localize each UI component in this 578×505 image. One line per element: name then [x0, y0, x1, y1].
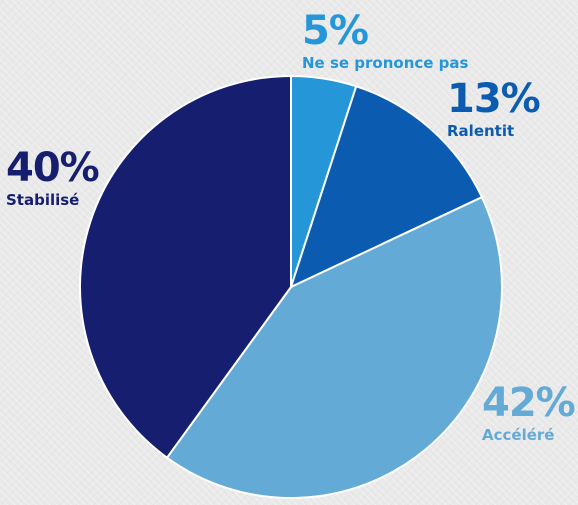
slice-percent-stabilise: 40%: [6, 145, 100, 191]
slice-percent-accelere: 42%: [482, 380, 576, 426]
slice-name-ralentit: Ralentit: [447, 122, 515, 140]
slice-name-stabilise: Stabilisé: [6, 191, 80, 209]
slice-label-ralentit: 13% Ralentit: [447, 76, 541, 140]
slice-name-accelere: Accéléré: [482, 426, 555, 444]
pie-slice-accelere: [165, 196, 503, 499]
slice-label-ne-se-prononce-pas: 5% Ne se prononce pas: [302, 11, 468, 72]
pie-slice-ralentit: [290, 85, 483, 288]
slice-label-stabilise: 40% Stabilisé: [6, 145, 100, 209]
slice-percent-ne-se-prononce-pas: 5%: [302, 8, 369, 54]
pie-slices: [79, 75, 503, 499]
pie-slice-stabilise: [79, 75, 292, 459]
slice-percent-ralentit: 13%: [447, 76, 541, 122]
slice-label-accelere: 42% Accéléré: [482, 380, 576, 444]
slice-name-ne-se-prononce-pas: Ne se prononce pas: [302, 54, 469, 72]
